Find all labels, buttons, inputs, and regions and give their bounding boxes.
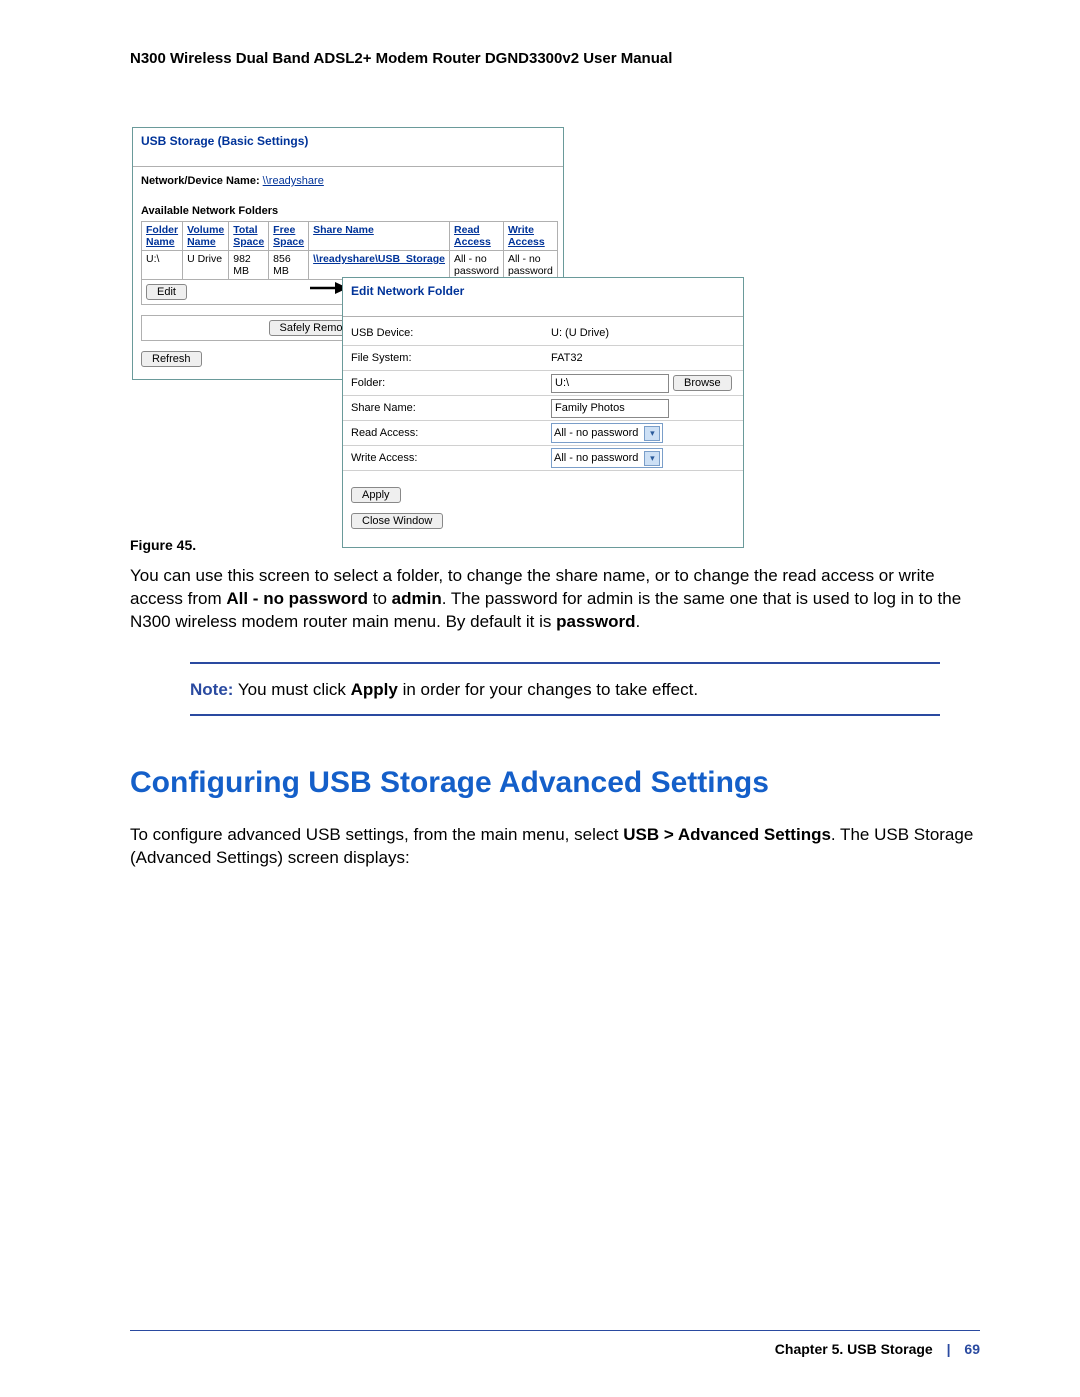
paragraph-2: To configure advanced USB settings, from…	[130, 824, 980, 870]
write-access-selected: All - no password	[554, 452, 638, 464]
p1-c: to	[368, 589, 392, 608]
share-name-label: Share Name:	[351, 402, 551, 414]
note-label: Note:	[190, 680, 233, 699]
note-b: Apply	[351, 680, 398, 699]
p2-a: To configure advanced USB settings, from…	[130, 825, 623, 844]
footer-page-number: 69	[964, 1341, 980, 1357]
cell-volume-name: U Drive	[183, 251, 229, 280]
write-access-select[interactable]: All - no password ▾	[551, 448, 663, 468]
figure-45: USB Storage (Basic Settings) Network/Dev…	[130, 127, 980, 527]
col-total-space[interactable]: Total Space	[229, 222, 269, 251]
browse-button[interactable]: Browse	[673, 375, 732, 391]
chevron-down-icon: ▾	[644, 426, 660, 441]
cell-write-access: All - no password	[503, 251, 557, 280]
usb-device-value: U: (U Drive)	[551, 327, 735, 339]
note-c: in order for your changes to take effect…	[398, 680, 698, 699]
cell-read-access: All - no password	[450, 251, 504, 280]
write-access-row: Write Access: All - no password ▾	[343, 446, 743, 471]
paragraph-1: You can use this screen to select a fold…	[130, 565, 980, 634]
edit-network-folder-panel: Edit Network Folder USB Device: U: (U Dr…	[342, 277, 744, 548]
apply-button[interactable]: Apply	[351, 487, 401, 503]
p1-d: admin	[392, 589, 442, 608]
note-block: Note: You must click Apply in order for …	[190, 662, 940, 716]
cell-total-space: 982 MB	[229, 251, 269, 280]
col-share-name[interactable]: Share Name	[309, 222, 450, 251]
usb-device-row: USB Device: U: (U Drive)	[343, 321, 743, 346]
panel2-title: Edit Network Folder	[343, 278, 743, 317]
footer-chapter: Chapter 5. USB Storage	[775, 1341, 933, 1357]
edit-button[interactable]: Edit	[146, 284, 187, 300]
available-folders-label: Available Network Folders	[141, 205, 555, 217]
panel1-title: USB Storage (Basic Settings)	[133, 128, 563, 167]
write-access-label: Write Access:	[351, 452, 551, 464]
footer-separator: |	[937, 1341, 961, 1357]
table-row: U:\ U Drive 982 MB 856 MB \\readyshare\U…	[142, 251, 558, 280]
cell-share-name: \\readyshare\USB_Storage	[309, 251, 450, 280]
read-access-row: Read Access: All - no password ▾	[343, 421, 743, 446]
page-footer: Chapter 5. USB Storage | 69	[130, 1330, 980, 1357]
p1-g: .	[635, 612, 640, 631]
section-heading: Configuring USB Storage Advanced Setting…	[130, 766, 980, 800]
note-a: You must click	[233, 680, 350, 699]
read-access-select[interactable]: All - no password ▾	[551, 423, 663, 443]
folder-input[interactable]	[551, 374, 669, 393]
col-write-access[interactable]: Write Access	[503, 222, 557, 251]
folder-row: Folder: Browse	[343, 371, 743, 396]
col-read-access[interactable]: Read Access	[450, 222, 504, 251]
document-title: N300 Wireless Dual Band ADSL2+ Modem Rou…	[130, 50, 980, 67]
chevron-down-icon: ▾	[644, 451, 660, 466]
file-system-row: File System: FAT32	[343, 346, 743, 371]
close-window-button[interactable]: Close Window	[351, 513, 443, 529]
cell-folder-name: U:\	[142, 251, 183, 280]
network-device-label: Network/Device Name:	[141, 175, 260, 187]
share-name-row: Share Name:	[343, 396, 743, 421]
cell-free-space: 856 MB	[269, 251, 309, 280]
file-system-value: FAT32	[551, 352, 735, 364]
col-folder-name[interactable]: Folder Name	[142, 222, 183, 251]
file-system-label: File System:	[351, 352, 551, 364]
share-name-link[interactable]: \\readyshare\USB_Storage	[313, 253, 445, 265]
network-device-link[interactable]: \\readyshare	[263, 175, 324, 187]
usb-device-label: USB Device:	[351, 327, 551, 339]
col-volume-name[interactable]: Volume Name	[183, 222, 229, 251]
share-name-input[interactable]	[551, 399, 669, 418]
read-access-selected: All - no password	[554, 427, 638, 439]
refresh-button[interactable]: Refresh	[141, 351, 202, 367]
folders-table: Folder Name Volume Name Total Space Free…	[141, 221, 558, 280]
p1-b: All - no password	[226, 589, 368, 608]
col-free-space[interactable]: Free Space	[269, 222, 309, 251]
p2-b: USB > Advanced Settings	[623, 825, 831, 844]
p1-f: password	[556, 612, 635, 631]
folders-table-header: Folder Name Volume Name Total Space Free…	[142, 222, 558, 251]
folder-label: Folder:	[351, 377, 551, 389]
read-access-label: Read Access:	[351, 427, 551, 439]
network-device-name-row: Network/Device Name: \\readyshare	[141, 175, 555, 187]
